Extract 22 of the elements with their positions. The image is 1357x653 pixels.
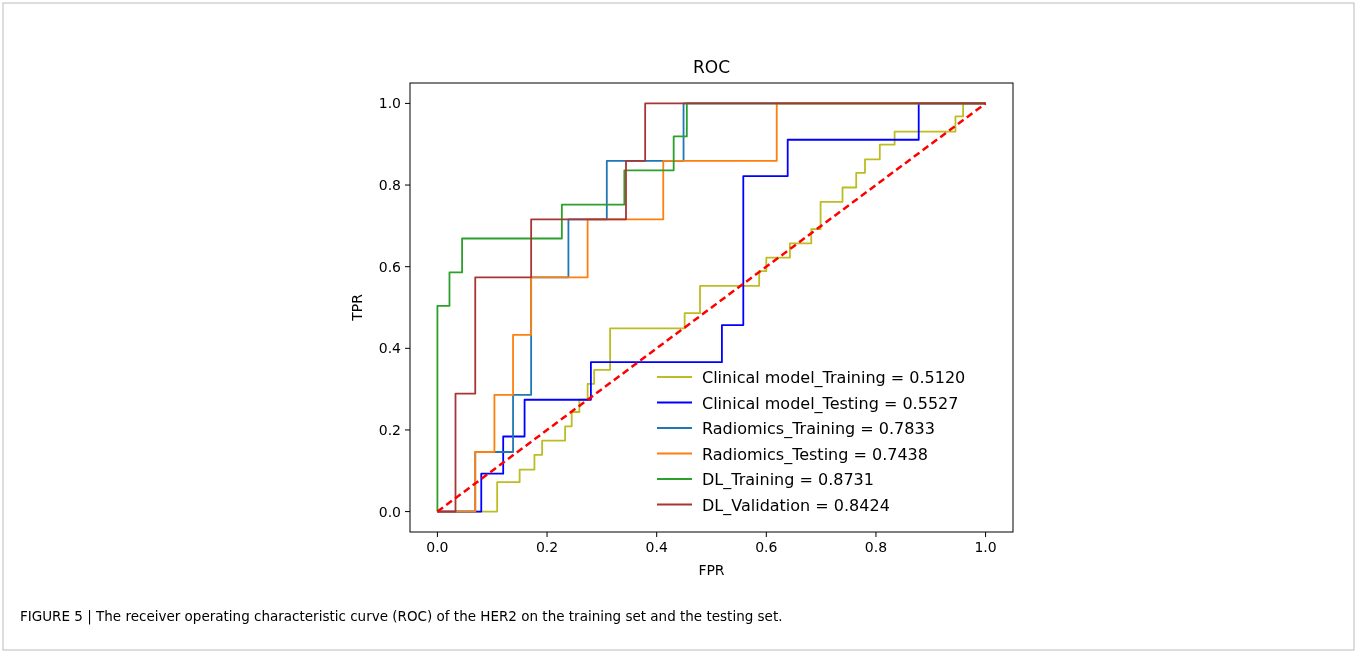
x-tick-label: 1.0	[974, 539, 997, 555]
y-axis-title: TPR	[349, 293, 365, 322]
legend-label: DL_Validation = 0.8424	[702, 495, 890, 516]
y-tick-label: 0.0	[378, 503, 401, 520]
x-axis-title: FPR	[698, 562, 725, 578]
x-tick-label: 0.8	[864, 539, 888, 555]
y-tick-label: 0.8	[378, 177, 401, 194]
x-tick-label: 0.0	[426, 539, 449, 555]
caption: FIGURE 5 | The receiver operating characteristic curve (ROC) of the HER2 on the training set and the testing set.	[20, 608, 783, 625]
legend-label: Clinical model_Testing = 0.5527	[702, 393, 959, 414]
legend-label: DL_Training = 0.8731	[702, 470, 874, 490]
x-tick-label: 0.2	[535, 539, 559, 555]
legend-label: Radiomics_Testing = 0.7438	[702, 444, 928, 465]
x-tick-label: 0.6	[755, 539, 778, 555]
y-tick-label: 1.0	[378, 95, 401, 112]
legend-label: Radiomics_Training = 0.7833	[702, 419, 935, 439]
legend-label: Clinical model_Training = 0.5120	[702, 368, 966, 388]
y-tick-label: 0.2	[378, 421, 401, 438]
y-tick-label: 0.4	[378, 340, 402, 357]
x-tick-label: 0.4	[645, 539, 668, 555]
chart-title: ROC	[692, 57, 731, 77]
y-tick-label: 0.6	[378, 258, 402, 275]
